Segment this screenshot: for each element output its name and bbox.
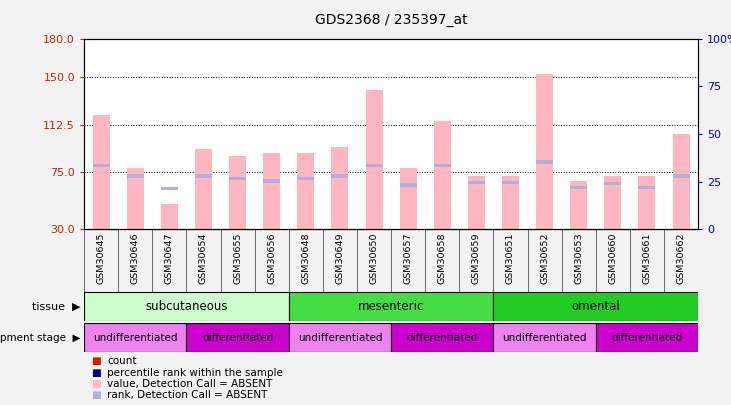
Bar: [391, 323, 493, 352]
Bar: [186, 323, 289, 352]
Text: GSM30654: GSM30654: [199, 232, 208, 284]
Bar: [400, 168, 417, 229]
Bar: [84, 323, 186, 352]
Bar: [93, 115, 110, 229]
Bar: [263, 153, 280, 229]
Bar: [638, 176, 656, 229]
Bar: [596, 323, 698, 352]
Bar: [298, 153, 314, 229]
Text: GSM30657: GSM30657: [404, 232, 412, 284]
Text: GSM30662: GSM30662: [677, 232, 686, 284]
Bar: [161, 187, 178, 190]
Bar: [468, 181, 485, 184]
Bar: [161, 204, 178, 229]
Bar: [570, 181, 587, 229]
Text: value, Detection Call = ABSENT: value, Detection Call = ABSENT: [107, 379, 273, 389]
Text: ■: ■: [91, 379, 101, 389]
Text: rank, Detection Call = ABSENT: rank, Detection Call = ABSENT: [107, 390, 268, 401]
Text: undifferentiated: undifferentiated: [298, 333, 382, 343]
Bar: [536, 75, 553, 229]
Bar: [126, 168, 144, 229]
Bar: [493, 292, 698, 321]
Text: development stage  ▶: development stage ▶: [0, 333, 80, 343]
Text: differentiated: differentiated: [406, 333, 478, 343]
Bar: [263, 179, 280, 183]
Bar: [605, 182, 621, 185]
Text: subcutaneous: subcutaneous: [145, 300, 227, 313]
Bar: [536, 160, 553, 164]
Bar: [638, 185, 656, 189]
Text: ■: ■: [91, 390, 101, 401]
Text: GSM30656: GSM30656: [268, 232, 276, 284]
Text: GSM30651: GSM30651: [506, 232, 515, 284]
Text: ■: ■: [91, 368, 101, 378]
Text: percentile rank within the sample: percentile rank within the sample: [107, 368, 284, 378]
Text: omental: omental: [572, 300, 620, 313]
Bar: [400, 183, 417, 187]
Bar: [366, 164, 382, 168]
Bar: [289, 323, 391, 352]
Text: undifferentiated: undifferentiated: [502, 333, 587, 343]
Bar: [331, 147, 349, 229]
Text: ■: ■: [91, 356, 101, 367]
Bar: [468, 176, 485, 229]
Text: mesenteric: mesenteric: [358, 300, 424, 313]
Text: count: count: [107, 356, 137, 367]
Bar: [673, 174, 689, 178]
Text: GSM30645: GSM30645: [96, 232, 105, 284]
Bar: [366, 90, 382, 229]
Bar: [433, 122, 451, 229]
Bar: [289, 292, 493, 321]
Bar: [126, 174, 144, 178]
Text: GSM30660: GSM30660: [608, 232, 617, 284]
Text: GSM30655: GSM30655: [233, 232, 242, 284]
Text: GSM30659: GSM30659: [472, 232, 481, 284]
Text: undifferentiated: undifferentiated: [93, 333, 178, 343]
Bar: [502, 181, 519, 184]
Bar: [493, 323, 596, 352]
Bar: [195, 149, 212, 229]
Bar: [605, 176, 621, 229]
Bar: [195, 174, 212, 178]
Bar: [229, 156, 246, 229]
Text: GSM30653: GSM30653: [575, 232, 583, 284]
Bar: [673, 134, 689, 229]
Bar: [229, 177, 246, 180]
Text: tissue  ▶: tissue ▶: [32, 302, 80, 311]
Text: GSM30649: GSM30649: [336, 232, 344, 284]
Text: differentiated: differentiated: [611, 333, 683, 343]
Bar: [502, 176, 519, 229]
Bar: [331, 174, 349, 178]
Bar: [433, 164, 451, 168]
Bar: [93, 164, 110, 168]
Text: GSM30646: GSM30646: [131, 232, 140, 284]
Text: GSM30661: GSM30661: [643, 232, 651, 284]
Text: differentiated: differentiated: [202, 333, 273, 343]
Text: GSM30652: GSM30652: [540, 232, 549, 284]
Bar: [84, 292, 289, 321]
Text: GSM30650: GSM30650: [370, 232, 379, 284]
Text: GSM30658: GSM30658: [438, 232, 447, 284]
Text: GDS2368 / 235397_at: GDS2368 / 235397_at: [315, 13, 467, 27]
Bar: [570, 185, 587, 189]
Text: GSM30648: GSM30648: [301, 232, 310, 284]
Bar: [298, 177, 314, 180]
Text: GSM30647: GSM30647: [165, 232, 174, 284]
